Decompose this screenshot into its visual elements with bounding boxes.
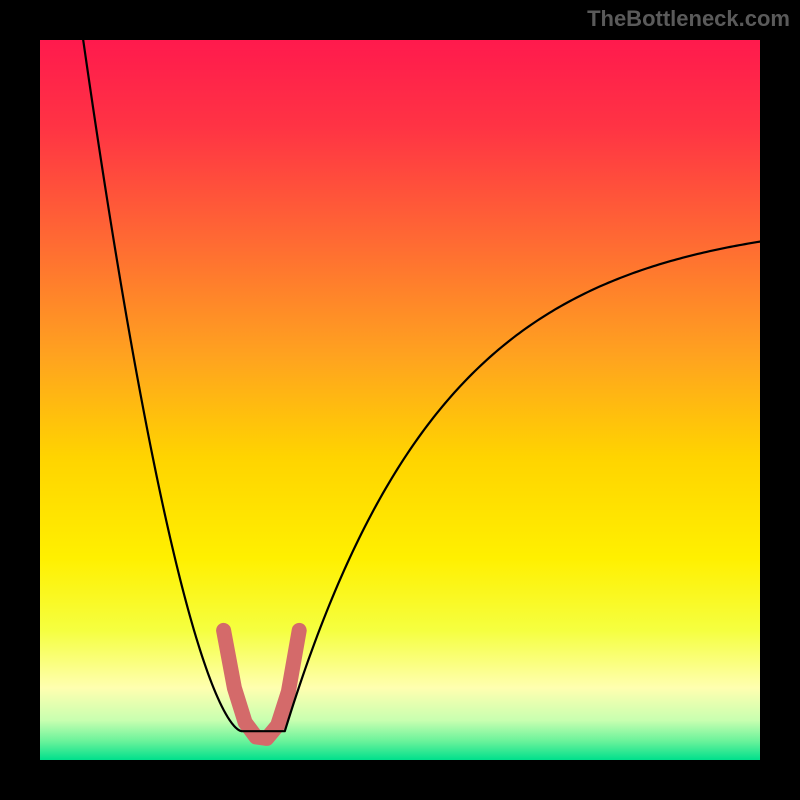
- watermark-text: TheBottleneck.com: [587, 6, 790, 32]
- plot-area: [40, 40, 760, 760]
- chart-frame: TheBottleneck.com: [0, 0, 800, 800]
- gradient-background: [40, 40, 760, 760]
- plot-svg: [40, 40, 760, 760]
